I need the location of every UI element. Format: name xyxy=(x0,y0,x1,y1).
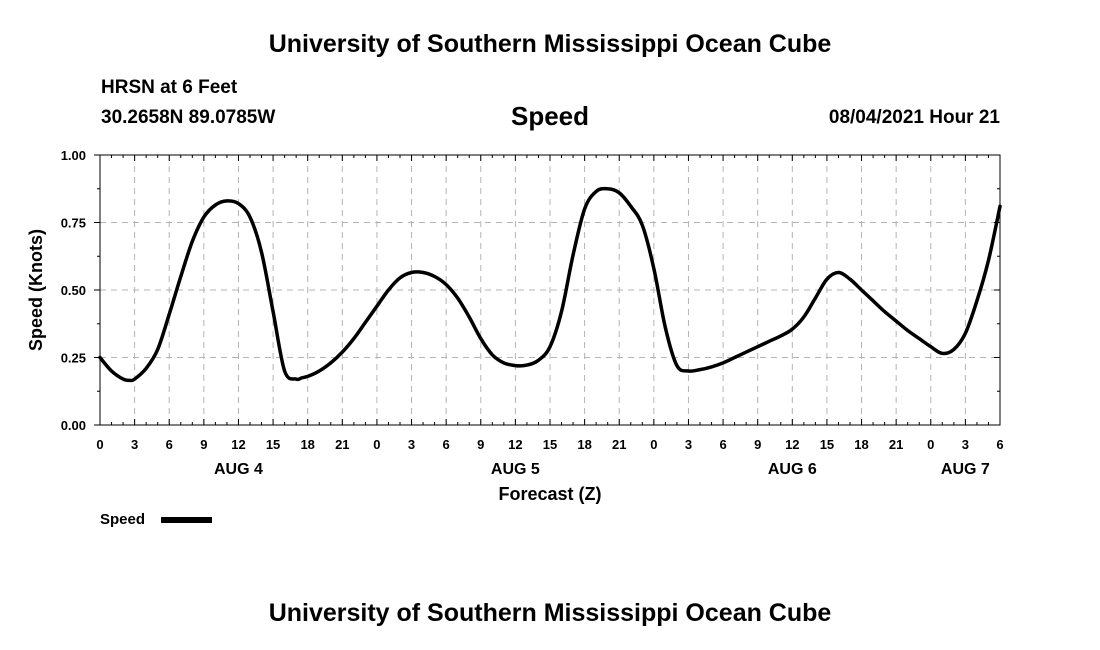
series-line-speed xyxy=(98,186,1002,383)
x-tick-label: 12 xyxy=(231,437,245,452)
x-tick-label: 15 xyxy=(820,437,834,452)
axis-labels: 0 3 6 9 12 15 18 21 0 3 6 9 12 15 18 21 0 3 6 9 12 15 18 21 0 3 6 0… xyxy=(61,148,1004,478)
x-tick-label: 9 xyxy=(754,437,761,452)
x-tick-label: 3 xyxy=(962,437,969,452)
x-tick-label: 6 xyxy=(719,437,726,452)
x-tick-label: 0 xyxy=(96,437,103,452)
x-date-label: AUG 7 xyxy=(941,461,990,478)
x-tick-label: 6 xyxy=(443,437,450,452)
x-tick-label: 12 xyxy=(785,437,799,452)
y-tick-label: 0.50 xyxy=(61,283,86,298)
x-tick-label: 9 xyxy=(477,437,484,452)
x-tick-label: 6 xyxy=(996,437,1003,452)
x-date-label: AUG 4 xyxy=(214,461,263,478)
x-date-label: AUG 6 xyxy=(768,461,817,478)
x-tick-label: 21 xyxy=(335,437,349,452)
x-tick-label: 21 xyxy=(889,437,903,452)
x-tick-label: 12 xyxy=(508,437,522,452)
y-tick-label: 0.75 xyxy=(61,216,86,231)
x-tick-label: 3 xyxy=(408,437,415,452)
x-tick-label: 6 xyxy=(166,437,173,452)
footer-title: University of Southern Mississippi Ocean… xyxy=(268,599,832,627)
x-tick-label: 0 xyxy=(927,437,934,452)
x-tick-label: 0 xyxy=(650,437,657,452)
coordinates-label: 30.2658N 89.0785W xyxy=(101,107,276,128)
x-tick-label: 21 xyxy=(612,437,626,452)
x-tick-label: 9 xyxy=(200,437,207,452)
x-tick-label: 3 xyxy=(131,437,138,452)
station-label: HRSN at 6 Feet xyxy=(101,77,238,98)
x-tick-label: 0 xyxy=(373,437,380,452)
x-tick-label: 15 xyxy=(266,437,280,452)
page-title: University of Southern Mississippi Ocean… xyxy=(268,30,832,58)
forecast-datetime: 08/04/2021 Hour 21 xyxy=(828,107,1000,128)
x-tick-label: 3 xyxy=(685,437,692,452)
x-tick-label: 18 xyxy=(300,437,314,452)
y-tick-label: 0.00 xyxy=(61,418,86,433)
x-axis-title: Forecast (Z) xyxy=(498,484,601,504)
y-tick-label: 0.25 xyxy=(61,351,86,366)
x-tick-label: 15 xyxy=(543,437,557,452)
legend-label: Speed xyxy=(100,511,145,528)
y-tick-label: 1.00 xyxy=(61,148,86,163)
chart-subtitle: Speed xyxy=(510,101,590,131)
x-tick-label: 18 xyxy=(854,437,868,452)
x-date-label: AUG 5 xyxy=(491,461,540,478)
chart-grid xyxy=(100,155,1000,425)
x-tick-label: 18 xyxy=(577,437,591,452)
axis-ticks xyxy=(94,154,1001,426)
y-axis-title: Speed (Knots) xyxy=(26,229,46,351)
